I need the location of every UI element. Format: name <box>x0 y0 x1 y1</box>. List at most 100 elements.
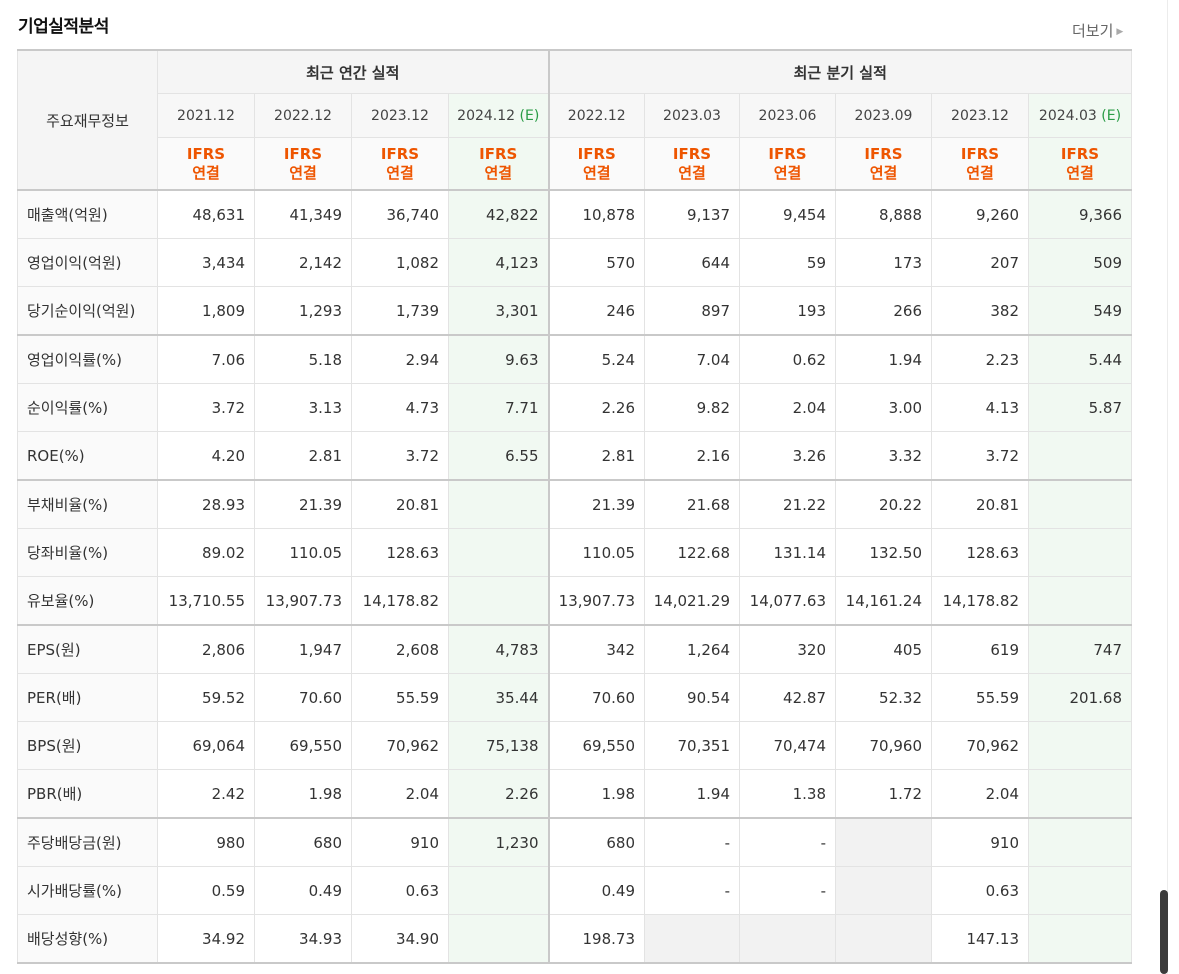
table-cell: 70,474 <box>739 721 836 770</box>
table-cell <box>1028 479 1132 529</box>
table-cell: 0.62 <box>739 334 836 384</box>
row-label: 배당성향(%) <box>17 914 158 964</box>
table-cell: 3.00 <box>835 383 932 432</box>
consolidated-label: 연결 <box>1066 163 1094 182</box>
ifrs-consolidated-label: IFRS 연결 <box>448 137 549 191</box>
ifrs-label: IFRS <box>864 144 903 163</box>
table-cell: 13,907.73 <box>254 576 352 626</box>
table-cell: 680 <box>547 817 645 867</box>
table-cell: 69,064 <box>157 721 255 770</box>
table-cell: 405 <box>835 624 932 674</box>
consolidated-label: 연결 <box>678 163 706 182</box>
table-cell: 128.63 <box>351 528 449 577</box>
table-cell: 0.59 <box>157 866 255 915</box>
table-cell: 36,740 <box>351 189 449 239</box>
table-cell: 980 <box>157 817 255 867</box>
table-cell: 1,264 <box>644 624 740 674</box>
period-label: 2024.03 <box>1038 107 1097 124</box>
table-cell: 3.72 <box>931 431 1029 481</box>
period-header: 2023.12 <box>351 93 449 138</box>
table-cell <box>739 914 836 964</box>
table-cell: 382 <box>931 286 1029 336</box>
table-cell: 7.04 <box>644 334 740 384</box>
table-row: 영업이익(억원) 3,434 2,142 1,082 4,123 570 644 59 173 2… <box>17 238 1132 287</box>
table-cell: 3,301 <box>448 286 549 336</box>
table-cell: 1,082 <box>351 238 449 287</box>
table-cell: 2.26 <box>547 383 645 432</box>
table-cell: 1,809 <box>157 286 255 336</box>
table-cell: 570 <box>547 238 645 287</box>
row-header: 주요재무정보 <box>17 49 158 191</box>
table-cell <box>448 528 549 577</box>
table-cell: 110.05 <box>254 528 352 577</box>
table-cell: 1,230 <box>448 817 549 867</box>
table-cell: 2.23 <box>931 334 1029 384</box>
table-cell: 680 <box>254 817 352 867</box>
ifrs-consolidated-label: IFRS 연결 <box>739 137 836 191</box>
table-cell: 7.06 <box>157 334 255 384</box>
period-header: 2024.12 (E) <box>448 93 549 138</box>
table-cell: 128.63 <box>931 528 1029 577</box>
period-header: 2022.12 <box>254 93 352 138</box>
table-cell: 0.63 <box>931 866 1029 915</box>
row-label: 영업이익률(%) <box>17 334 158 384</box>
table-cell: - <box>644 866 740 915</box>
period-label: 2023.12 <box>951 107 1009 124</box>
period-label: 2021.12 <box>177 107 235 124</box>
table-cell: 2.81 <box>254 431 352 481</box>
table-row: 매출액(억원) 48,631 41,349 36,740 42,822 10,878 9,1… <box>17 189 1132 239</box>
table-cell: 0.49 <box>254 866 352 915</box>
ifrs-consolidated-label: IFRS 연결 <box>351 137 449 191</box>
scrollbar-track[interactable] <box>1167 0 1179 974</box>
table-row: 부채비율(%) 28.93 21.39 20.81 21.39 21.68 21.22 20.… <box>17 479 1132 529</box>
table-cell: 207 <box>931 238 1029 287</box>
table-cell: 1,739 <box>351 286 449 336</box>
period-header: 2023.09 <box>835 93 932 138</box>
row-label: 순이익률(%) <box>17 383 158 432</box>
table-cell: 342 <box>547 624 645 674</box>
table-cell: 5.24 <box>547 334 645 384</box>
scrollbar-thumb[interactable] <box>1160 890 1168 974</box>
period-label: 2022.12 <box>567 107 626 124</box>
table-row: 당기순이익(억원) 1,809 1,293 1,739 3,301 246 897 193 26… <box>17 286 1132 336</box>
table-cell: 2.04 <box>931 769 1029 819</box>
row-label: 당좌비율(%) <box>17 528 158 577</box>
table-cell: 21.39 <box>547 479 645 529</box>
table-cell: 1.98 <box>254 769 352 819</box>
table-cell: 1.94 <box>644 769 740 819</box>
table-cell: 89.02 <box>157 528 255 577</box>
table-cell: 9.82 <box>644 383 740 432</box>
table-cell: 14,178.82 <box>351 576 449 626</box>
table-cell: 1.94 <box>835 334 932 384</box>
table-cell: 110.05 <box>547 528 645 577</box>
ifrs-label: IFRS <box>768 144 807 163</box>
more-link[interactable]: 더보기 ▶ <box>1072 20 1123 41</box>
row-label: 당기순이익(억원) <box>17 286 158 336</box>
consolidated-label: 연결 <box>869 163 898 182</box>
period-label: 2023.03 <box>663 107 721 124</box>
period-header: 2023.03 <box>644 93 740 138</box>
table-cell: 20.22 <box>835 479 932 529</box>
table-cell: 21.68 <box>644 479 740 529</box>
period-label: 2024.12 <box>457 107 516 124</box>
ifrs-consolidated-label: IFRS 연결 <box>931 137 1029 191</box>
table-cell: 619 <box>931 624 1029 674</box>
ifrs-consolidated-label: IFRS 연결 <box>157 137 255 191</box>
table-cell <box>835 817 932 867</box>
table-cell: 910 <box>931 817 1029 867</box>
table-cell: 9,454 <box>739 189 836 239</box>
table-cell: 4,123 <box>448 238 549 287</box>
table-cell: 14,178.82 <box>931 576 1029 626</box>
table-cell <box>448 576 549 626</box>
table-cell: 14,021.29 <box>644 576 740 626</box>
row-label: ROE(%) <box>17 431 158 481</box>
table-cell: 34.90 <box>351 914 449 964</box>
table-cell <box>644 914 740 964</box>
ifrs-label: IFRS <box>672 144 712 163</box>
consolidated-label: 연결 <box>484 163 513 182</box>
table-row: 주당배당금(원) 980 680 910 1,230 680- -910 <box>17 817 1132 867</box>
row-label: 유보율(%) <box>17 576 158 626</box>
table-cell: 2,608 <box>351 624 449 674</box>
table-cell: 2,806 <box>157 624 255 674</box>
table-cell: 4.13 <box>931 383 1029 432</box>
